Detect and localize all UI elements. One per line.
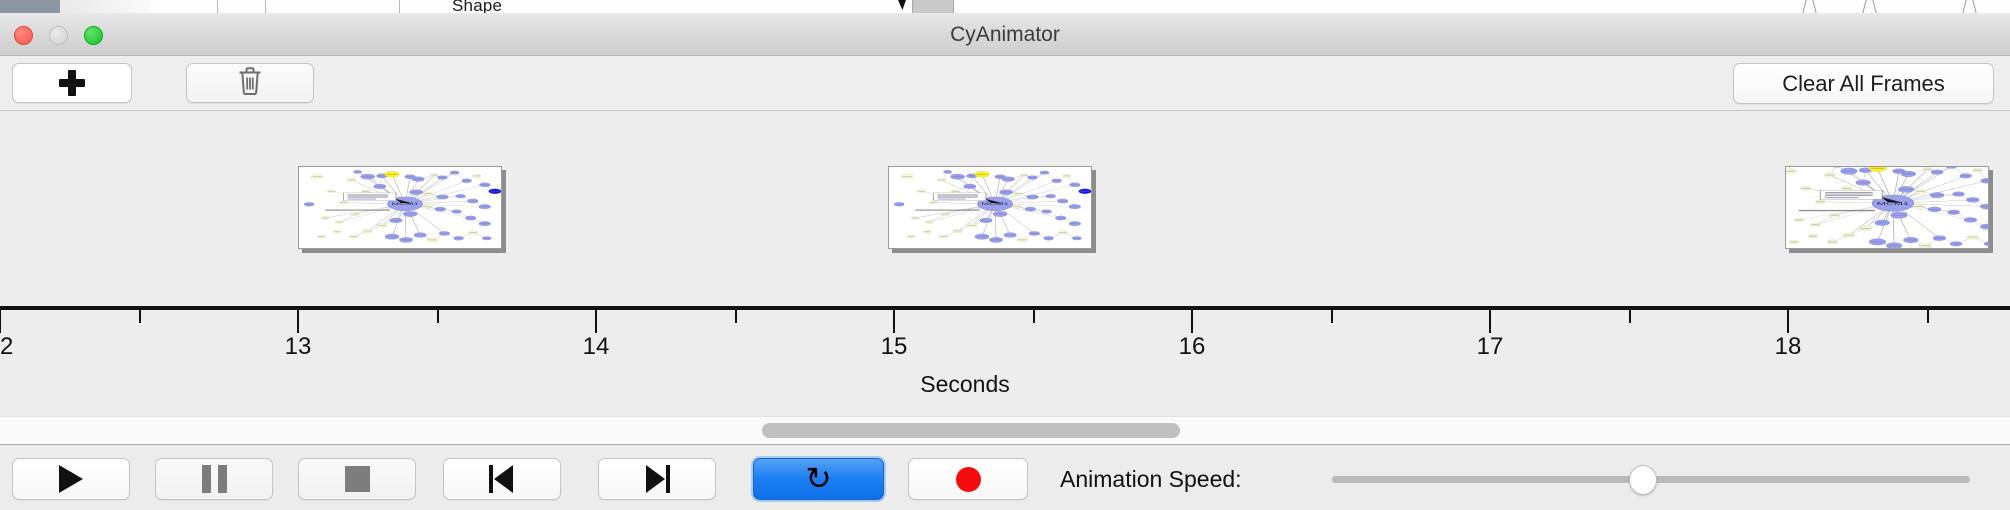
background-divider	[244, 0, 266, 13]
add-frame-button[interactable]	[12, 63, 132, 103]
background-slash	[1960, 0, 1978, 13]
skip-back-icon	[488, 465, 516, 493]
svg-text:MCM1: MCM1	[981, 203, 1008, 207]
axis-tick-major	[1787, 310, 1789, 333]
timeline-frame-thumbnail[interactable]: MCM1	[1785, 166, 1989, 249]
trash-icon	[237, 66, 263, 101]
stop-icon	[344, 466, 370, 492]
animation-speed-label: Animation Speed:	[1060, 466, 1242, 492]
skip-forward-icon	[643, 465, 671, 493]
horizontal-scrollbar[interactable]	[0, 416, 2010, 445]
slider-thumb[interactable]	[1629, 465, 1657, 495]
minimize-icon[interactable]	[49, 26, 68, 45]
axis-tick-minor	[437, 310, 439, 323]
axis-tick-minor	[1033, 310, 1035, 323]
axis-tick-label: 13	[284, 333, 312, 360]
timeline-track[interactable]: MCM1 MCM1 MCM1	[0, 111, 2010, 306]
network-graph: MCM1	[893, 170, 1091, 243]
background-notch	[898, 0, 906, 10]
axis-tick-major	[1489, 310, 1491, 333]
background-gradient	[60, 0, 150, 13]
timeline-frame-thumbnail[interactable]: MCM1	[888, 166, 1092, 249]
loop-button[interactable]: ↻	[753, 458, 884, 500]
svg-text:MCM1: MCM1	[391, 203, 418, 207]
background-divider	[300, 0, 400, 13]
scrollbar-thumb[interactable]	[762, 423, 1180, 438]
record-button[interactable]	[908, 458, 1028, 500]
background-divider	[196, 0, 218, 13]
axis-tick-minor	[139, 310, 141, 323]
first-frame-button[interactable]	[443, 458, 561, 500]
axis-tick-minor	[1927, 310, 1929, 323]
stop-button[interactable]	[298, 458, 416, 500]
axis-tick-major	[0, 310, 1, 333]
clear-all-frames-label: Clear All Frames	[1782, 70, 1945, 96]
close-icon[interactable]	[14, 26, 33, 45]
svg-text:MCM1: MCM1	[1877, 201, 1910, 206]
axis-tick-label: 17	[1476, 333, 1504, 360]
pause-button[interactable]	[155, 458, 273, 500]
background-window-sliver: Shape	[0, 0, 2010, 13]
axis-tick-major	[1191, 310, 1193, 333]
traffic-lights	[14, 26, 103, 45]
loop-icon: ↻	[805, 460, 832, 497]
plus-icon	[59, 70, 85, 96]
delete-frame-button[interactable]	[186, 63, 314, 103]
axis-tick-major	[595, 310, 597, 333]
network-graph: MCM1	[303, 170, 501, 243]
playback-control-bar: ↻ Animation Speed:	[0, 446, 2010, 510]
pause-icon	[201, 465, 227, 493]
axis-line	[0, 306, 2010, 310]
background-shape-label: Shape	[452, 0, 503, 13]
timeline-frame-thumbnail[interactable]: MCM1	[298, 166, 502, 249]
record-icon	[955, 466, 981, 492]
background-slash	[1800, 0, 1818, 13]
axis-tick-label: 16	[1178, 333, 1206, 360]
axis-tick-label: 15	[880, 333, 908, 360]
axis-tick-label: 14	[582, 333, 610, 360]
axis-tick-label: 18	[1774, 333, 1802, 360]
axis-label: Seconds	[920, 371, 1010, 397]
timeline-axis: 12 13 14 15 16 17 18 Seconds	[0, 306, 2010, 416]
play-icon	[59, 465, 83, 493]
background-slash	[1860, 0, 1878, 13]
axis-tick-minor	[1629, 310, 1631, 323]
clear-all-frames-button[interactable]: Clear All Frames	[1733, 63, 1994, 104]
page-title: CyAnimator	[950, 23, 1060, 46]
network-graph: MCM1	[1786, 167, 1988, 248]
title-bar[interactable]: CyAnimator	[0, 13, 2010, 56]
animation-speed-slider[interactable]	[1332, 458, 1970, 500]
maximize-icon[interactable]	[84, 26, 103, 45]
background-tab-active	[0, 0, 60, 13]
axis-tick-label: 12	[0, 333, 14, 360]
axis-tick-major	[297, 310, 299, 333]
background-grey-box	[912, 0, 954, 13]
axis-tick-major	[893, 310, 895, 333]
toolbar: Clear All Frames	[0, 56, 2010, 111]
axis-tick-minor	[1331, 310, 1333, 323]
axis-tick-minor	[735, 310, 737, 323]
play-button[interactable]	[12, 458, 130, 500]
last-frame-button[interactable]	[598, 458, 716, 500]
